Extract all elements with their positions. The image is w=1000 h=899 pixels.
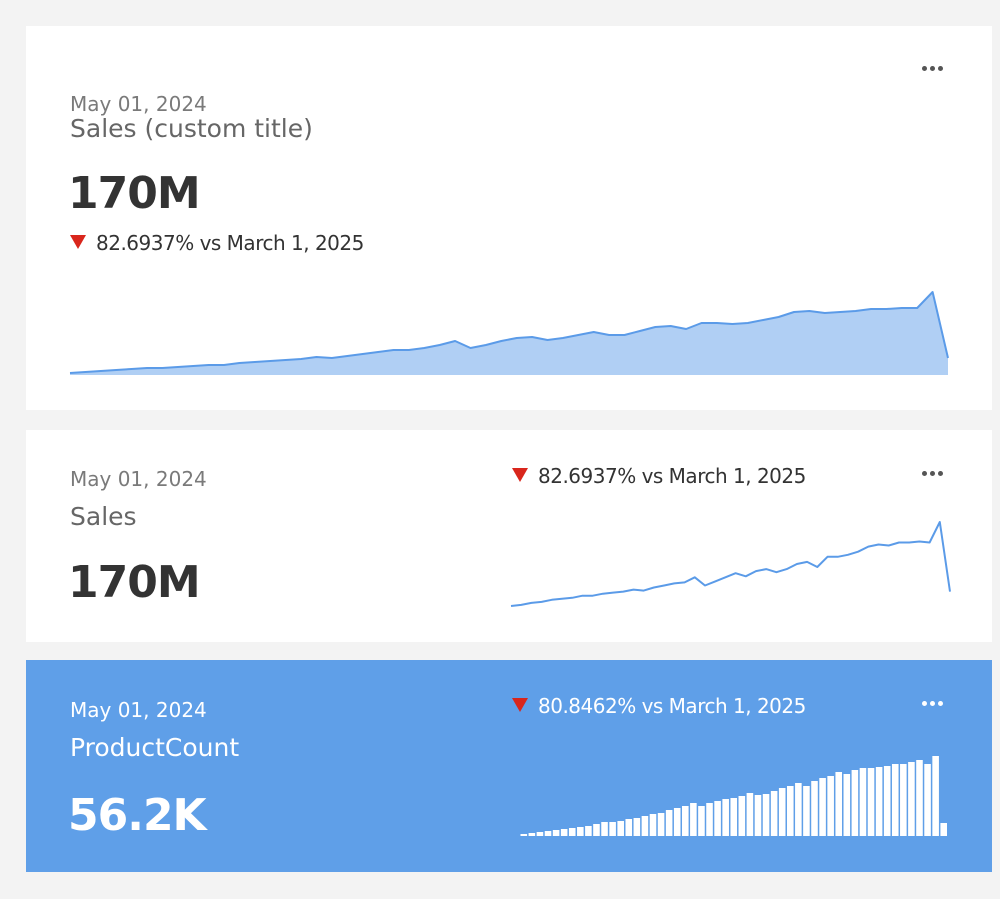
sparkline-bar xyxy=(536,832,544,836)
sparkline-bar xyxy=(875,767,883,836)
sparkline-bar xyxy=(932,756,939,836)
sparkline-bar xyxy=(690,803,697,836)
card-title: Sales xyxy=(70,502,137,531)
sparkline-bar xyxy=(891,764,899,836)
sparkline-bar xyxy=(673,808,681,836)
sparkline-bar xyxy=(835,772,843,836)
sparkline-bar xyxy=(908,762,915,836)
sparkline-bar xyxy=(738,796,746,836)
sparkline-bar xyxy=(585,826,592,836)
sparkline-bar xyxy=(940,823,947,836)
sparkline-bar xyxy=(811,781,818,836)
sparkline-bar xyxy=(778,788,786,836)
sparkline-bar xyxy=(762,794,770,836)
sparkline-bar xyxy=(617,821,624,836)
card-delta: 82.6937% vs March 1, 2025 xyxy=(70,231,364,255)
kpi-card: May 01, 2024 Sales (custom title) 170M 8… xyxy=(26,26,992,410)
sparkline-bar xyxy=(851,770,859,836)
sparkline-bar xyxy=(900,764,907,836)
sparkline-bar xyxy=(730,798,738,836)
sparkline-bar xyxy=(867,768,875,836)
sparkline-bar xyxy=(568,828,576,836)
kpi-card: May 01, 2024 Sales 170M 82.6937% vs Marc… xyxy=(26,430,992,642)
sparkline-bar xyxy=(803,786,810,836)
sparkline-bar xyxy=(924,764,931,836)
sparkline-bar xyxy=(770,791,778,836)
sparkline xyxy=(520,756,947,836)
sparkline-bar xyxy=(560,829,568,836)
sparkline-bar xyxy=(916,760,923,836)
sparkline-bar xyxy=(682,806,689,836)
sparkline-bar xyxy=(722,799,729,836)
delta-text: 82.6937% vs March 1, 2025 xyxy=(96,231,364,255)
sparkline-bar xyxy=(883,766,891,836)
sparkline-bar xyxy=(641,816,649,836)
card-delta: 82.6937% vs March 1, 2025 xyxy=(512,464,806,488)
menu-button[interactable] xyxy=(922,461,952,476)
sparkline-bar xyxy=(544,831,552,836)
sparkline-bar xyxy=(754,795,762,836)
sparkline-area xyxy=(70,292,948,375)
sparkline-bar xyxy=(520,834,528,836)
sparkline-bar xyxy=(859,768,867,836)
menu-button[interactable] xyxy=(922,56,952,71)
sparkline-bar xyxy=(746,793,754,836)
card-value: 170M xyxy=(68,168,201,219)
sparkline-bar xyxy=(698,806,705,836)
sparkline-bar xyxy=(601,822,608,836)
sparkline-bar xyxy=(593,824,600,836)
card-date: May 01, 2024 xyxy=(70,698,207,722)
sparkline-line xyxy=(510,521,951,607)
card-title: ProductCount xyxy=(70,733,240,762)
sparkline-bar xyxy=(714,801,721,836)
delta-text: 80.8462% vs March 1, 2025 xyxy=(538,694,806,718)
sparkline-bar xyxy=(843,774,851,836)
sparkline xyxy=(510,521,951,607)
card-value: 170M xyxy=(68,557,201,608)
down-arrow xyxy=(512,468,528,482)
sparkline-line xyxy=(69,291,949,374)
sparkline-bar xyxy=(609,822,616,836)
card-date: May 01, 2024 xyxy=(70,467,207,491)
sparkline-bar xyxy=(795,783,802,836)
sparkline xyxy=(69,291,949,375)
sparkline-bar xyxy=(528,833,536,836)
card-delta: 80.8462% vs March 1, 2025 xyxy=(512,694,806,718)
sparkline-bar xyxy=(649,814,657,836)
sparkline-bar xyxy=(819,778,826,836)
sparkline-bar xyxy=(577,827,584,836)
sparkline-bar xyxy=(665,810,673,836)
sparkline-bar xyxy=(633,818,641,836)
card-value: 56.2K xyxy=(68,790,207,841)
sparkline-bar xyxy=(827,776,834,836)
down-arrow xyxy=(70,235,86,249)
menu-button[interactable] xyxy=(922,691,952,706)
sparkline-bar xyxy=(625,819,633,836)
card-title: Sales (custom title) xyxy=(70,114,313,143)
sparkline-bar xyxy=(706,803,713,836)
card-date: May 01, 2024 xyxy=(70,92,207,116)
sparkline-bar xyxy=(786,786,794,836)
sparkline-bar xyxy=(552,830,560,836)
kpi-card: May 01, 2024 ProductCount 56.2K 80.8462%… xyxy=(26,660,992,872)
down-arrow xyxy=(512,698,528,712)
delta-text: 82.6937% vs March 1, 2025 xyxy=(538,464,806,488)
sparkline-bar xyxy=(657,813,665,836)
